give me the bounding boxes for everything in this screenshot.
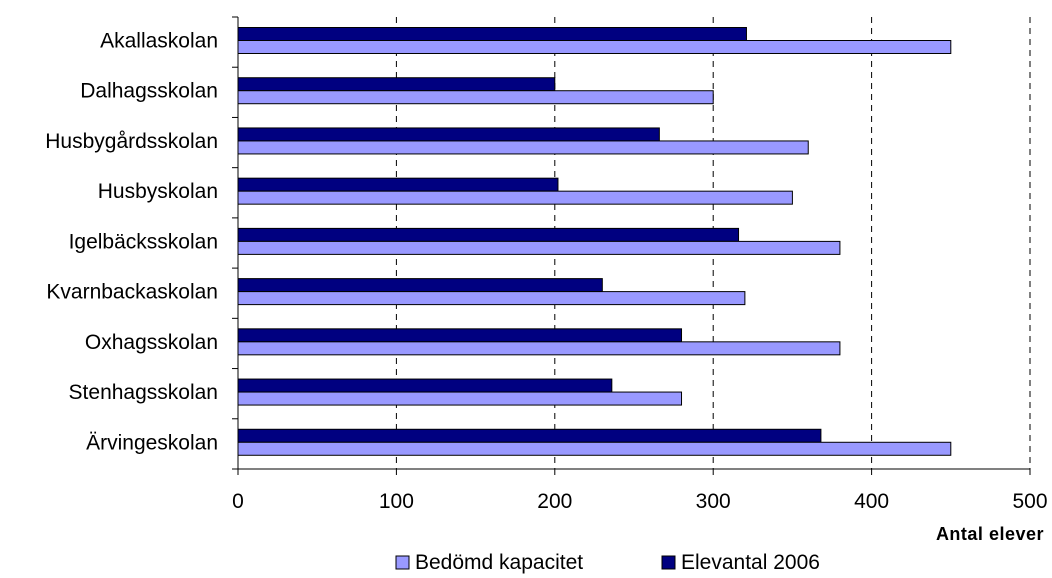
bar-elevantal bbox=[237, 177, 559, 192]
category-label: Husbyskolan bbox=[98, 180, 218, 203]
category-label: Igelbäcksskolan bbox=[69, 230, 218, 253]
bar-kapacitet bbox=[237, 291, 746, 306]
bars bbox=[237, 27, 952, 456]
category-label: Akallaskolan bbox=[100, 30, 218, 53]
x-axis-title: Antal elever bbox=[936, 524, 1044, 544]
bar-kapacitet bbox=[237, 441, 952, 456]
bar-elevantal bbox=[237, 428, 822, 443]
bar-elevantal bbox=[237, 278, 603, 293]
axes bbox=[232, 16, 1031, 475]
legend-swatch bbox=[661, 555, 676, 570]
bar-kapacitet bbox=[237, 190, 793, 205]
bar-kapacitet bbox=[237, 341, 841, 356]
x-tick-label: 0 bbox=[232, 490, 244, 513]
bar-elevantal bbox=[237, 127, 660, 142]
bar-kapacitet bbox=[237, 391, 683, 406]
legend-swatch bbox=[395, 555, 410, 570]
bar-elevantal bbox=[237, 328, 683, 343]
category-label: Husbygårdsskolan bbox=[45, 130, 218, 153]
x-tick-label: 500 bbox=[1012, 490, 1047, 513]
bar-elevantal bbox=[237, 378, 613, 393]
bar-kapacitet bbox=[237, 40, 952, 54]
category-labels: Akallaskolan Dalhagsskolan Husbygårdsskola… bbox=[45, 30, 218, 455]
bar-kapacitet bbox=[237, 240, 841, 255]
bar-elevantal bbox=[237, 27, 747, 41]
x-tick-label: 400 bbox=[854, 490, 889, 513]
tick-labels: 0 100 200 300 400 500 bbox=[232, 490, 1047, 513]
category-label: Kvarnbackaskolan bbox=[46, 281, 218, 304]
bar-kapacitet bbox=[237, 140, 809, 155]
bar-kapacitet bbox=[237, 90, 714, 105]
x-tick-label: 200 bbox=[537, 490, 572, 513]
bar-elevantal bbox=[237, 227, 740, 242]
category-label: Ärvingeskolan bbox=[86, 431, 218, 454]
category-label: Stenhagsskolan bbox=[69, 381, 218, 404]
legend-label: Elevantal 2006 bbox=[681, 551, 820, 574]
x-tick-label: 100 bbox=[379, 490, 414, 513]
x-tick-label: 300 bbox=[696, 490, 731, 513]
legend: Bedömd kapacitet Elevantal 2006 bbox=[395, 551, 820, 574]
bar-elevantal bbox=[237, 77, 556, 92]
category-label: Dalhagsskolan bbox=[80, 80, 218, 103]
category-label: Oxhagsskolan bbox=[85, 331, 218, 354]
legend-label: Bedömd kapacitet bbox=[415, 551, 583, 574]
